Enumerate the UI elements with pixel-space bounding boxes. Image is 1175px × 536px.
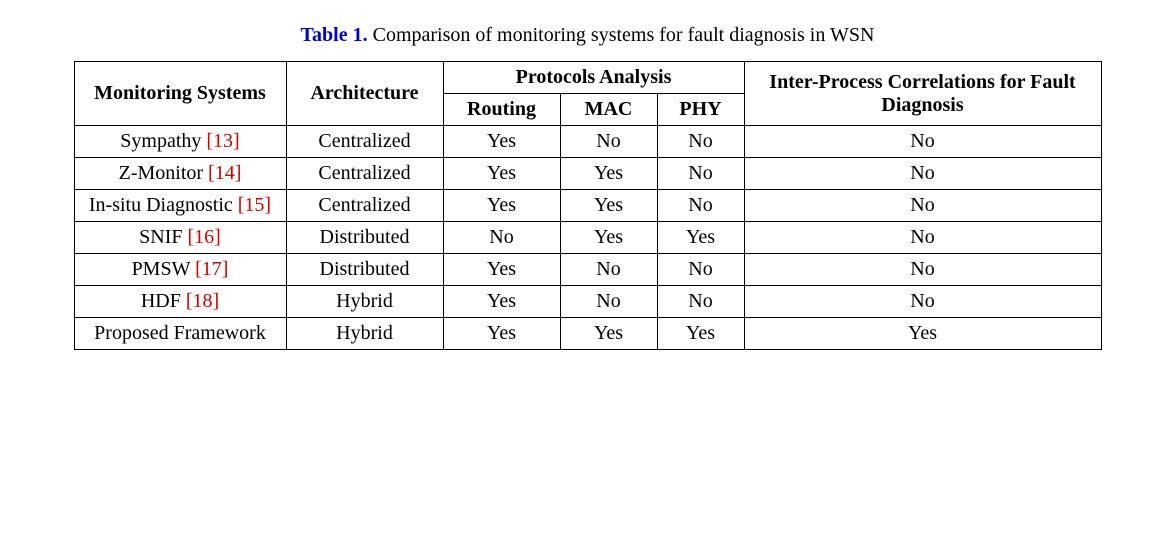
reference-number: [15] <box>238 194 271 216</box>
table-row: SNIF [16]DistributedNoYesYesNo <box>74 222 1101 254</box>
header-systems: Monitoring Systems <box>74 62 286 126</box>
cell-mac: No <box>560 126 657 158</box>
table-row: Proposed FrameworkHybridYesYesYesYes <box>74 318 1101 350</box>
cell-system: In-situ Diagnostic [15] <box>74 190 286 222</box>
reference-number: [16] <box>188 226 221 248</box>
system-name: Proposed Framework <box>94 322 266 344</box>
cell-arch: Centralized <box>286 126 443 158</box>
cell-mac: Yes <box>560 190 657 222</box>
table-caption-text: Comparison of monitoring systems for fau… <box>368 24 875 46</box>
cell-phy: Yes <box>657 222 744 254</box>
cell-ipc: No <box>744 286 1101 318</box>
comparison-table: Monitoring Systems Architecture Protocol… <box>74 61 1102 350</box>
header-row-1: Monitoring Systems Architecture Protocol… <box>74 62 1101 94</box>
cell-phy: No <box>657 190 744 222</box>
cell-system: Sympathy [13] <box>74 126 286 158</box>
cell-routing: No <box>443 222 560 254</box>
table-row: PMSW [17]DistributedYesNoNoNo <box>74 254 1101 286</box>
cell-phy: No <box>657 126 744 158</box>
header-ipc: Inter-Process Correlations for Fault Dia… <box>744 62 1101 126</box>
cell-ipc: No <box>744 190 1101 222</box>
header-mac: MAC <box>560 94 657 126</box>
cell-ipc: Yes <box>744 318 1101 350</box>
cell-routing: Yes <box>443 158 560 190</box>
cell-arch: Hybrid <box>286 286 443 318</box>
header-routing: Routing <box>443 94 560 126</box>
cell-phy: No <box>657 254 744 286</box>
cell-system: PMSW [17] <box>74 254 286 286</box>
system-name: Sympathy <box>120 130 206 152</box>
cell-mac: Yes <box>560 222 657 254</box>
cell-mac: No <box>560 286 657 318</box>
cell-mac: Yes <box>560 158 657 190</box>
cell-routing: Yes <box>443 254 560 286</box>
cell-routing: Yes <box>443 190 560 222</box>
reference-number: [17] <box>195 258 228 280</box>
reference-number: [14] <box>208 162 241 184</box>
cell-arch: Distributed <box>286 254 443 286</box>
header-phy: PHY <box>657 94 744 126</box>
header-architecture: Architecture <box>286 62 443 126</box>
table-row: In-situ Diagnostic [15]CentralizedYesYes… <box>74 190 1101 222</box>
cell-arch: Distributed <box>286 222 443 254</box>
system-name: SNIF <box>139 226 187 248</box>
table-row: Z-Monitor [14]CentralizedYesYesNoNo <box>74 158 1101 190</box>
cell-arch: Centralized <box>286 158 443 190</box>
table-row: HDF [18]HybridYesNoNoNo <box>74 286 1101 318</box>
cell-phy: Yes <box>657 318 744 350</box>
cell-arch: Hybrid <box>286 318 443 350</box>
reference-number: [18] <box>186 290 219 312</box>
cell-system: HDF [18] <box>74 286 286 318</box>
cell-arch: Centralized <box>286 190 443 222</box>
cell-system: Z-Monitor [14] <box>74 158 286 190</box>
system-name: PMSW <box>132 258 196 280</box>
cell-mac: No <box>560 254 657 286</box>
cell-ipc: No <box>744 254 1101 286</box>
cell-routing: Yes <box>443 318 560 350</box>
cell-mac: Yes <box>560 318 657 350</box>
system-name: In-situ Diagnostic <box>89 194 238 216</box>
cell-system: SNIF [16] <box>74 222 286 254</box>
table-caption: Table 1. Comparison of monitoring system… <box>0 24 1175 47</box>
cell-ipc: No <box>744 126 1101 158</box>
reference-number: [13] <box>206 130 239 152</box>
cell-routing: Yes <box>443 286 560 318</box>
cell-phy: No <box>657 286 744 318</box>
cell-phy: No <box>657 158 744 190</box>
table-row: Sympathy [13]CentralizedYesNoNoNo <box>74 126 1101 158</box>
cell-ipc: No <box>744 222 1101 254</box>
cell-system: Proposed Framework <box>74 318 286 350</box>
cell-ipc: No <box>744 158 1101 190</box>
system-name: Z-Monitor <box>119 162 208 184</box>
table-label: Table 1. <box>301 24 368 46</box>
header-protocols: Protocols Analysis <box>443 62 744 94</box>
cell-routing: Yes <box>443 126 560 158</box>
system-name: HDF <box>141 290 186 312</box>
